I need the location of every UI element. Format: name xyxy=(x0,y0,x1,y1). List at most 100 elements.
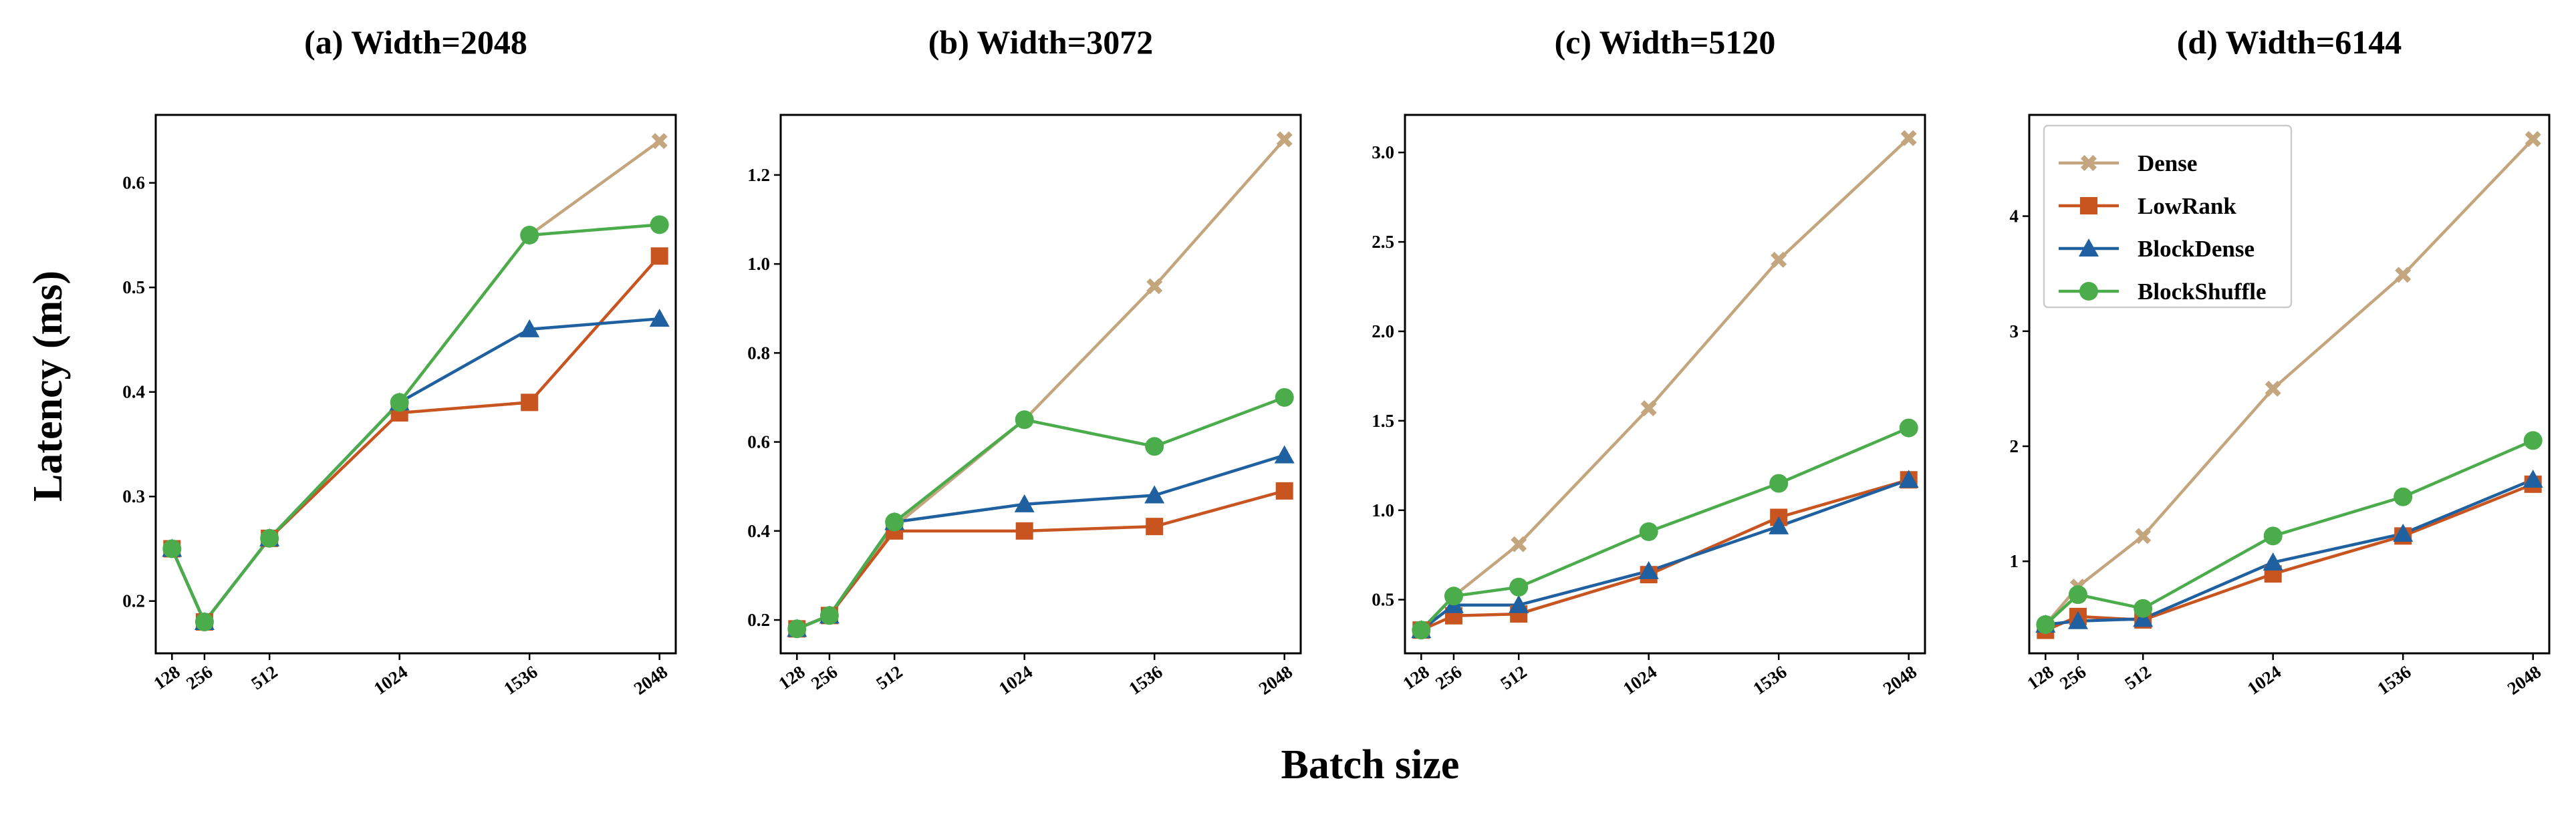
legend-marker xyxy=(2080,197,2097,214)
data-point-blockshuffle xyxy=(1015,410,1034,430)
legend: Dense LowRank BlockDense BlockShuffle xyxy=(2043,124,2293,309)
panel-title: (a) Width=2048 xyxy=(304,23,527,61)
y-tick-label: 3.0 xyxy=(1372,142,1394,162)
data-point-dense xyxy=(1640,400,1657,417)
data-point-dense xyxy=(1146,278,1163,295)
data-point-dense xyxy=(1900,130,1917,146)
plot-frame xyxy=(154,114,677,655)
x-tick-label: 1024 xyxy=(2244,661,2285,699)
data-point-blockshuffle xyxy=(1509,577,1529,597)
y-tick-label: 1 xyxy=(2010,551,2019,571)
y-tick-label: 0.6 xyxy=(122,173,145,193)
legend-label: BlockDense xyxy=(2138,236,2255,262)
legend-marker xyxy=(2081,155,2097,171)
x-tick-label: 1536 xyxy=(500,661,541,699)
x-tick-label: 2048 xyxy=(1880,661,1920,699)
x-tick-label: 1024 xyxy=(1620,661,1660,699)
data-point-dense xyxy=(1771,251,1787,268)
data-point-blockshuffle xyxy=(2523,431,2543,450)
y-tick-label: 1.0 xyxy=(1372,500,1394,520)
x-tick-label: 2048 xyxy=(630,661,671,699)
legend-marker xyxy=(2079,282,2098,301)
data-point-lowrank xyxy=(650,247,668,265)
legend-label: BlockShuffle xyxy=(2138,279,2267,305)
y-tick-label: 1.2 xyxy=(747,165,770,185)
data-point-blockshuffle xyxy=(2263,526,2283,546)
x-tick-label: 128 xyxy=(2023,661,2057,693)
data-point-blockdense xyxy=(1014,494,1035,512)
data-point-blockshuffle xyxy=(1412,621,1431,640)
y-tick-label: 0.6 xyxy=(747,432,770,452)
y-tick-label: 3 xyxy=(2010,321,2019,341)
data-point-blockshuffle xyxy=(260,528,279,548)
x-tick-label: 256 xyxy=(1432,661,1465,693)
y-tick-label: 0.2 xyxy=(122,591,145,611)
x-tick-label: 128 xyxy=(1399,661,1432,693)
y-tick-label: 0.8 xyxy=(747,343,770,363)
data-point-blockdense xyxy=(1509,595,1529,613)
data-point-blockdense xyxy=(1144,485,1165,504)
panel-title: (d) Width=6144 xyxy=(2177,23,2402,61)
data-point-blockshuffle xyxy=(819,606,839,625)
data-point-lowrank xyxy=(1015,522,1033,540)
data-point-blockdense xyxy=(1769,516,1789,534)
y-tick-label: 4 xyxy=(2010,206,2019,226)
x-tick-label: 256 xyxy=(182,661,216,693)
data-point-blockdense xyxy=(2523,469,2543,488)
y-tick-label: 2.5 xyxy=(1372,232,1394,252)
data-point-blockshuffle xyxy=(520,225,539,244)
y-tick-label: 1.0 xyxy=(747,254,770,274)
data-point-blockshuffle xyxy=(390,393,409,412)
data-point-blockdense xyxy=(2263,552,2283,570)
x-tick-label: 1536 xyxy=(1125,661,1166,699)
panel-title: (b) Width=3072 xyxy=(928,23,1153,61)
x-tick-label: 128 xyxy=(150,661,183,693)
data-point-blockshuffle xyxy=(1275,387,1294,407)
data-point-blockshuffle xyxy=(2068,585,2087,605)
data-point-blockshuffle xyxy=(2394,487,2413,506)
data-point-blockdense xyxy=(519,319,540,337)
y-tick-label: 0.5 xyxy=(1372,590,1394,610)
x-tick-label: 1024 xyxy=(370,661,411,699)
data-point-blockshuffle xyxy=(1899,418,1918,438)
x-tick-label: 128 xyxy=(775,661,808,693)
y-tick-label: 0.4 xyxy=(122,382,145,402)
x-tick-label: 256 xyxy=(2056,661,2089,693)
data-point-blockshuffle xyxy=(787,619,807,639)
data-point-blockshuffle xyxy=(1444,587,1463,606)
data-point-dense xyxy=(651,133,668,150)
y-tick-label: 2 xyxy=(2010,436,2019,456)
data-point-blockshuffle xyxy=(1769,474,1789,493)
panel-title: (c) Width=5120 xyxy=(1555,23,1776,61)
data-point-blockshuffle xyxy=(650,215,669,234)
series-line-blockshuffle xyxy=(170,223,660,624)
y-tick-label: 0.5 xyxy=(122,277,145,297)
data-point-blockdense xyxy=(1638,560,1659,579)
data-point-blockshuffle xyxy=(2134,599,2153,618)
legend-marker xyxy=(2079,238,2099,257)
y-tick-label: 0.2 xyxy=(747,610,770,630)
x-tick-label: 1536 xyxy=(2373,661,2414,699)
x-axis-label: Batch size xyxy=(1281,742,1460,788)
data-point-blockshuffle xyxy=(2036,615,2055,634)
data-point-blockdense xyxy=(1274,445,1295,464)
data-point-dense xyxy=(1511,536,1527,552)
x-tick-label: 512 xyxy=(1497,661,1530,693)
legend-label: Dense xyxy=(2138,150,2197,176)
x-tick-label: 2048 xyxy=(1255,661,1296,699)
data-point-blockshuffle xyxy=(162,539,182,558)
x-tick-label: 512 xyxy=(2121,661,2154,693)
y-tick-label: 0.4 xyxy=(747,521,770,541)
x-tick-label: 512 xyxy=(872,661,906,693)
y-axis-label: Latency (ms) xyxy=(25,271,71,502)
data-point-dense xyxy=(2265,380,2281,397)
data-point-blockshuffle xyxy=(1639,522,1658,541)
x-tick-label: 1536 xyxy=(1749,661,1790,699)
x-tick-label: 256 xyxy=(807,661,841,693)
